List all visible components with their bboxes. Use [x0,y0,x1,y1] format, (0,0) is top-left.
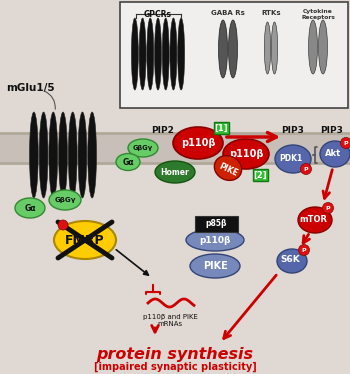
Ellipse shape [170,18,177,90]
Ellipse shape [229,20,238,78]
Ellipse shape [147,18,154,90]
Text: RTKs: RTKs [261,10,281,16]
Ellipse shape [15,198,45,218]
Text: p110β: p110β [199,236,231,245]
Ellipse shape [178,18,184,90]
Ellipse shape [214,156,241,180]
Text: P: P [344,141,348,145]
Ellipse shape [39,112,48,198]
Ellipse shape [162,18,169,90]
Text: GPCRs: GPCRs [144,10,172,19]
Text: P: P [326,205,330,211]
Text: GβGγ: GβGγ [54,197,76,203]
Text: GABA Rs: GABA Rs [211,10,245,16]
Text: P: P [304,166,308,172]
Ellipse shape [49,190,81,210]
Ellipse shape [271,22,278,74]
Ellipse shape [116,153,140,171]
Text: Gα: Gα [24,203,36,212]
Ellipse shape [131,18,138,90]
Ellipse shape [264,22,271,74]
Text: p110β and PIKE
mRNAs: p110β and PIKE mRNAs [142,314,197,327]
Ellipse shape [186,229,244,251]
Ellipse shape [275,145,311,173]
Ellipse shape [218,20,228,78]
Text: [1]: [1] [214,123,228,132]
FancyArrowPatch shape [44,91,55,109]
Ellipse shape [318,20,328,74]
Ellipse shape [58,220,68,230]
Ellipse shape [308,20,317,74]
Text: PIP3: PIP3 [321,126,343,135]
Ellipse shape [155,161,195,183]
Ellipse shape [128,139,158,157]
Text: S6K: S6K [280,255,300,264]
Text: mGlu1/5: mGlu1/5 [6,83,55,93]
Text: p85β: p85β [205,218,227,227]
Ellipse shape [322,202,334,214]
Ellipse shape [155,18,161,90]
Text: GβGγ: GβGγ [133,145,153,151]
FancyBboxPatch shape [195,215,238,232]
Text: P: P [302,248,306,252]
FancyBboxPatch shape [120,2,348,108]
Text: [2]: [2] [253,171,267,180]
Ellipse shape [277,249,307,273]
Text: [impaired synaptic plasticity]: [impaired synaptic plasticity] [94,362,256,372]
Text: Homer: Homer [161,168,189,177]
Text: PIP2: PIP2 [152,126,174,135]
Text: PIKE: PIKE [203,261,228,271]
Ellipse shape [298,207,332,233]
Ellipse shape [299,245,309,255]
Ellipse shape [68,112,77,198]
Ellipse shape [223,139,269,169]
Ellipse shape [49,112,58,198]
Text: p110β: p110β [229,149,263,159]
Text: protein synthesis: protein synthesis [97,346,253,362]
Text: Akt: Akt [325,148,341,157]
Text: PDK1: PDK1 [279,153,303,162]
FancyBboxPatch shape [214,122,229,134]
Text: Gα: Gα [122,157,134,166]
Text: PIP3: PIP3 [281,126,304,135]
Text: Cytokine
Receptors: Cytokine Receptors [301,9,335,20]
Ellipse shape [88,112,97,198]
Ellipse shape [59,112,67,198]
Ellipse shape [320,141,350,167]
Ellipse shape [54,221,116,259]
FancyBboxPatch shape [252,169,267,181]
Text: FMRP: FMRP [65,233,105,246]
Ellipse shape [173,127,223,159]
Text: p110β: p110β [181,138,215,148]
Ellipse shape [190,254,240,278]
Text: mTOR: mTOR [299,215,327,224]
Ellipse shape [301,163,312,175]
Ellipse shape [78,112,87,198]
Ellipse shape [341,138,350,148]
Ellipse shape [29,112,38,198]
Ellipse shape [139,18,146,90]
Bar [0,133,350,163]
Text: PIKE: PIKE [217,162,239,178]
